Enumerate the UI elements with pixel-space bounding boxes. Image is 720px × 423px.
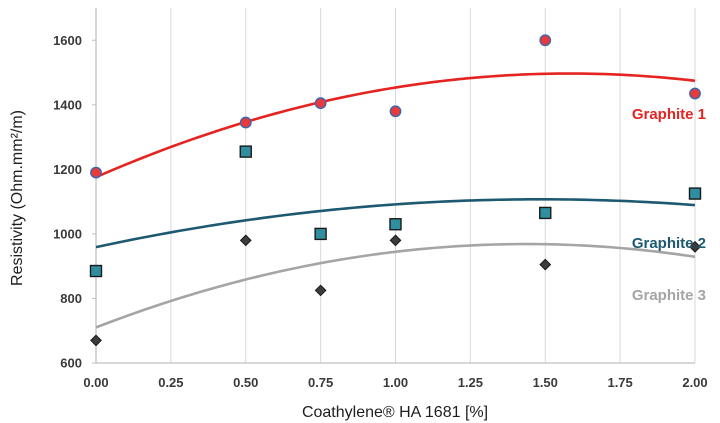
y-tick-label: 1000	[53, 226, 82, 241]
x-tick-labels: 0.00 0.25 0.50 0.75 1.00 1.25 1.50 1.75 2.00	[83, 375, 707, 390]
trendline-series-2	[95, 198, 696, 249]
data-point-square	[539, 206, 552, 220]
data-markers	[89, 34, 702, 347]
data-point-diamond	[539, 258, 552, 271]
x-axis-title: Coathylene® HA 1681 [%]	[302, 404, 488, 421]
data-point-circle	[389, 105, 402, 118]
trendline-series-1	[95, 72, 696, 179]
data-point-square	[89, 264, 103, 278]
trendlines	[95, 72, 696, 329]
series-label-2: Graphite 2	[632, 235, 706, 252]
axes	[92, 8, 695, 364]
trendline-series-3	[95, 242, 696, 329]
x-tick-label: 0.75	[308, 375, 333, 390]
data-point-circle	[539, 34, 552, 47]
y-tick-label: 1400	[53, 97, 82, 112]
data-point-diamond	[239, 234, 252, 247]
x-tick-label: 1.25	[458, 375, 483, 390]
series-label-1: Graphite 1	[632, 106, 706, 123]
data-point-diamond	[314, 284, 327, 297]
data-point-circle	[239, 116, 252, 129]
data-point-circle	[314, 97, 327, 110]
data-point-square	[314, 227, 327, 241]
series-label-3: Graphite 3	[632, 287, 706, 304]
y-tick-label: 800	[60, 291, 82, 306]
x-tick-label: 0.00	[83, 375, 108, 390]
x-tick-label: 0.25	[158, 375, 183, 390]
y-tick-label: 600	[60, 356, 82, 371]
x-tick-label: 0.50	[233, 375, 258, 390]
x-tick-label: 1.00	[383, 375, 408, 390]
data-point-square	[389, 218, 402, 231]
x-tick-label: 1.75	[607, 375, 632, 390]
data-point-circle	[90, 166, 102, 179]
data-point-diamond	[689, 240, 701, 253]
vertical-gridlines	[170, 8, 696, 363]
y-tick-labels: 600 800 1000 1200 1400 1600	[53, 33, 82, 371]
data-point-diamond	[389, 234, 402, 247]
x-tick-label: 1.50	[533, 375, 558, 390]
y-tick-label: 1600	[53, 33, 82, 48]
data-point-square	[239, 145, 252, 158]
series-labels: Graphite 1 Graphite 2 Graphite 3	[632, 106, 706, 304]
y-tick-label: 1200	[53, 162, 82, 177]
x-tick-label: 2.00	[682, 375, 707, 390]
data-point-diamond	[90, 334, 102, 347]
y-axis-title: Resistivity (Ohm.mm²/m)	[9, 110, 26, 286]
data-point-circle	[689, 87, 701, 100]
data-point-square	[688, 187, 702, 200]
